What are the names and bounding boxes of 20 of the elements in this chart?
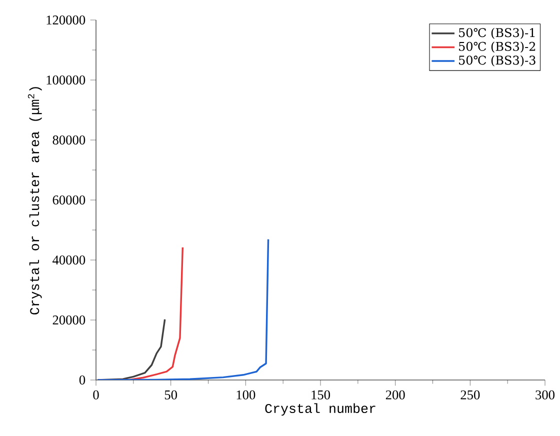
x-tick-label: 250 [460,390,480,400]
y-tick-label: 20000 [52,316,86,324]
y-tick-label: 60000 [52,196,86,204]
legend-label: 50℃ (BS3)-3 [459,55,536,66]
y-axis-title: Crystal or cluster area (μm$^{2}$) [28,87,42,314]
legend-label: 50℃ (BS3)-2 [459,42,536,53]
x-axis-title: Crystal number [265,403,376,416]
x-tick-label: 300 [536,390,555,400]
x-tick-label: 200 [386,390,405,400]
x-tick-label: 50 [164,390,178,400]
line-series [96,238,270,380]
legend-label: 50℃ (BS3)-1 [459,28,535,39]
x-tick-label: 0 [93,390,99,400]
y-tick-label: 100000 [46,76,86,84]
y-tick-label: 40000 [52,256,86,264]
y-tick-label: 80000 [52,136,86,144]
y-tick-label: 0 [79,376,86,384]
x-tick-label: 100 [236,390,256,400]
y-tick-label: 120000 [46,16,86,24]
x-tick-label: 150 [312,390,330,400]
